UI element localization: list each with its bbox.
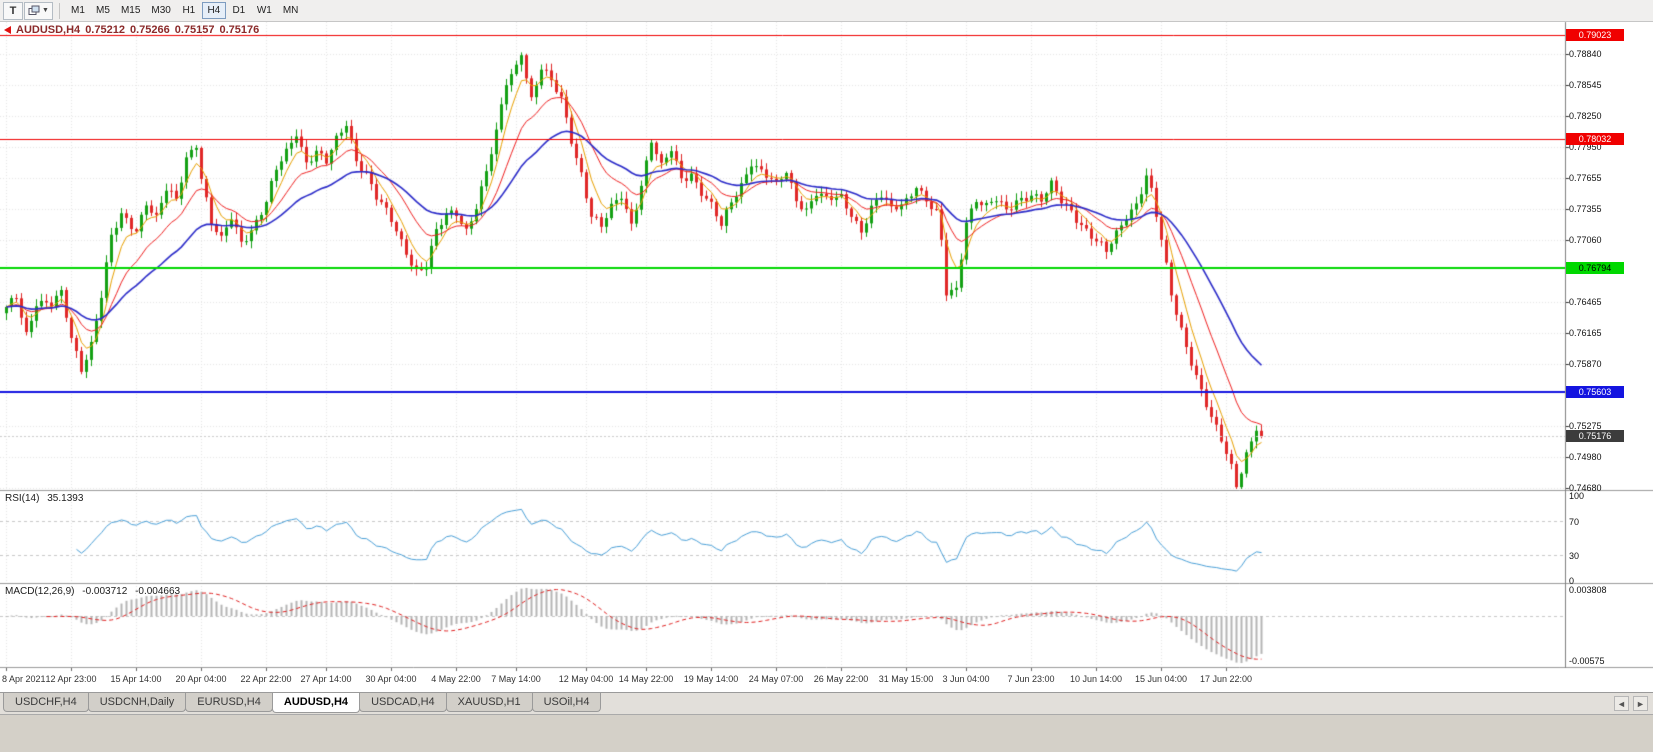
ohlc-low-value: 0.75157 — [174, 24, 215, 36]
main-chart-region[interactable] — [0, 22, 1565, 489]
chart-symbol-label: AUDUSD,H4 — [16, 24, 81, 36]
toolbar-separator — [58, 2, 60, 19]
macd-name: MACD(12,26,9) — [5, 586, 75, 597]
timeframe-m1-button[interactable]: M1 — [66, 2, 90, 19]
templates-button[interactable]: T — [3, 1, 23, 20]
rsi-label: RSI(14) 35.1393 — [5, 493, 88, 504]
timeframe-m5-button[interactable]: M5 — [91, 2, 115, 19]
tab-usdchf-h4[interactable]: USDCHF,H4 — [3, 693, 89, 712]
tab-scroll-left-button[interactable]: ◄ — [1614, 696, 1629, 711]
timeframe-mn-button[interactable]: MN — [278, 2, 304, 19]
macd-value: -0.003712 — [82, 586, 128, 597]
tab-usoil-h4[interactable]: USOil,H4 — [531, 693, 602, 712]
tab-scroll-arrows: ◄ ► — [1614, 696, 1648, 711]
dropdown-caret-icon: ▼ — [42, 7, 49, 14]
macd-panel[interactable] — [0, 584, 1565, 667]
ohlc-high-value: 0.75266 — [129, 24, 170, 36]
chart-profile-button[interactable]: ▼ — [24, 1, 53, 20]
panel-divider-macd[interactable] — [0, 582, 1653, 584]
time-axis[interactable] — [0, 668, 1653, 692]
tab-eurusd-h4[interactable]: EURUSD,H4 — [185, 693, 273, 712]
macd-label: MACD(12,26,9) -0.003712 -0.004663 — [5, 586, 185, 597]
price-axis[interactable] — [1565, 22, 1653, 668]
tab-xauusd-h1[interactable]: XAUUSD,H1 — [445, 693, 533, 712]
toolbar: T ▼ M1 M5 M15 M30 H1 H4 D1 W1 MN — [0, 0, 1653, 22]
macd-signal-value: -0.004663 — [135, 586, 181, 597]
timeframe-w1-button[interactable]: W1 — [252, 2, 277, 19]
timeframe-m30-button[interactable]: M30 — [146, 2, 175, 19]
tab-audusd-h4[interactable]: AUDUSD,H4 — [271, 693, 361, 713]
rsi-panel[interactable] — [0, 491, 1565, 582]
rsi-name: RSI(14) — [5, 493, 40, 504]
chart-tab-bar: USDCHF,H4 USDCNH,Daily EURUSD,H4 AUDUSD,… — [0, 692, 1653, 714]
rsi-value: 35.1393 — [47, 493, 84, 504]
panel-divider-rsi[interactable] — [0, 489, 1653, 491]
chart-title: AUDUSD,H4 0.75212 0.75266 0.75157 0.7517… — [4, 24, 259, 36]
line-marker-icon — [4, 26, 11, 34]
tab-scroll-right-button[interactable]: ► — [1633, 696, 1648, 711]
status-bar — [0, 714, 1653, 752]
layers-icon — [28, 5, 40, 16]
timeframe-h4-button[interactable]: H4 — [201, 2, 226, 19]
timeframe-m15-button[interactable]: M15 — [116, 2, 145, 19]
timeframe-h1-button[interactable]: H1 — [177, 2, 201, 19]
timeframe-d1-button[interactable]: D1 — [227, 2, 251, 19]
ohlc-close-value: 0.75176 — [219, 24, 260, 36]
tab-usdcad-h4[interactable]: USDCAD,H4 — [359, 693, 447, 712]
tab-usdcnh-daily[interactable]: USDCNH,Daily — [87, 693, 187, 712]
ohlc-open-value: 0.75212 — [85, 24, 125, 36]
